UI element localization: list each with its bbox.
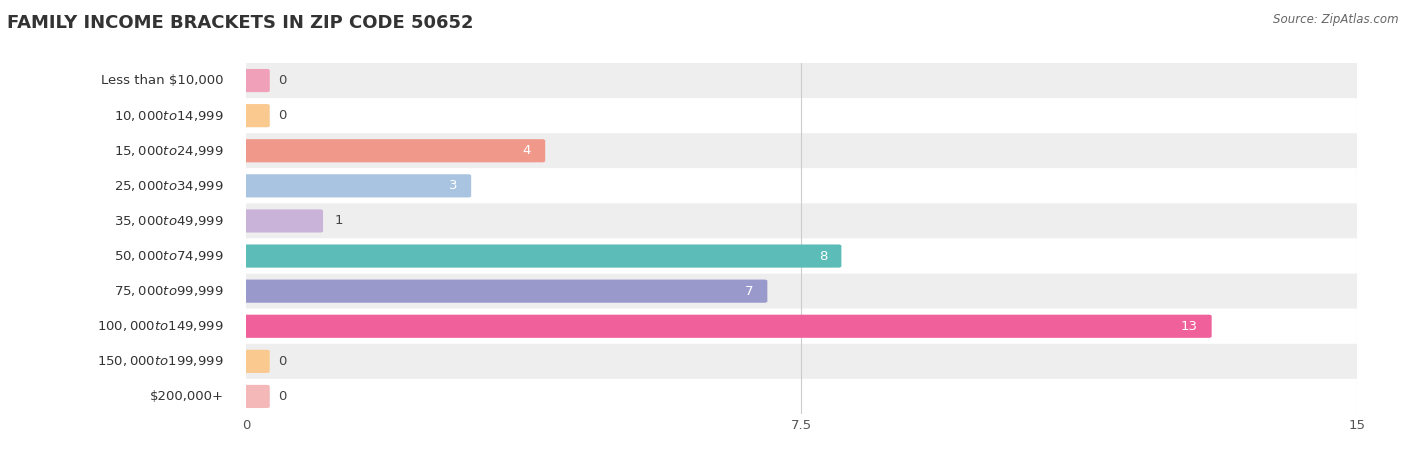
Text: FAMILY INCOME BRACKETS IN ZIP CODE 50652: FAMILY INCOME BRACKETS IN ZIP CODE 50652	[7, 14, 474, 32]
FancyBboxPatch shape	[246, 379, 1357, 414]
Text: $200,000+: $200,000+	[150, 390, 224, 403]
FancyBboxPatch shape	[243, 385, 270, 408]
Text: $75,000 to $99,999: $75,000 to $99,999	[114, 284, 224, 298]
Text: $35,000 to $49,999: $35,000 to $49,999	[114, 214, 224, 228]
FancyBboxPatch shape	[246, 63, 1357, 98]
Text: $150,000 to $199,999: $150,000 to $199,999	[97, 354, 224, 369]
FancyBboxPatch shape	[246, 309, 1357, 344]
FancyBboxPatch shape	[243, 104, 270, 127]
Text: $25,000 to $34,999: $25,000 to $34,999	[114, 179, 224, 193]
FancyBboxPatch shape	[243, 174, 471, 198]
FancyBboxPatch shape	[243, 244, 841, 268]
Text: $15,000 to $24,999: $15,000 to $24,999	[114, 144, 224, 158]
FancyBboxPatch shape	[246, 203, 1357, 238]
FancyBboxPatch shape	[243, 279, 768, 303]
Text: 0: 0	[278, 390, 287, 403]
FancyBboxPatch shape	[246, 344, 1357, 379]
FancyBboxPatch shape	[243, 69, 270, 92]
FancyBboxPatch shape	[243, 315, 1212, 338]
FancyBboxPatch shape	[246, 274, 1357, 309]
Text: 13: 13	[1181, 320, 1198, 333]
Text: Less than $10,000: Less than $10,000	[101, 74, 224, 87]
Text: 3: 3	[449, 180, 457, 192]
FancyBboxPatch shape	[243, 350, 270, 373]
Text: 7: 7	[745, 285, 754, 297]
FancyBboxPatch shape	[246, 168, 1357, 203]
FancyBboxPatch shape	[246, 133, 1357, 168]
Text: 8: 8	[818, 250, 827, 262]
Text: 0: 0	[278, 109, 287, 122]
FancyBboxPatch shape	[246, 238, 1357, 274]
Text: Source: ZipAtlas.com: Source: ZipAtlas.com	[1274, 14, 1399, 27]
Text: 0: 0	[278, 74, 287, 87]
Text: $10,000 to $14,999: $10,000 to $14,999	[114, 108, 224, 123]
FancyBboxPatch shape	[243, 139, 546, 162]
Text: 1: 1	[335, 215, 343, 227]
FancyBboxPatch shape	[246, 98, 1357, 133]
Text: 4: 4	[523, 144, 531, 157]
Text: $100,000 to $149,999: $100,000 to $149,999	[97, 319, 224, 333]
FancyBboxPatch shape	[243, 209, 323, 233]
Text: 0: 0	[278, 355, 287, 368]
Text: $50,000 to $74,999: $50,000 to $74,999	[114, 249, 224, 263]
